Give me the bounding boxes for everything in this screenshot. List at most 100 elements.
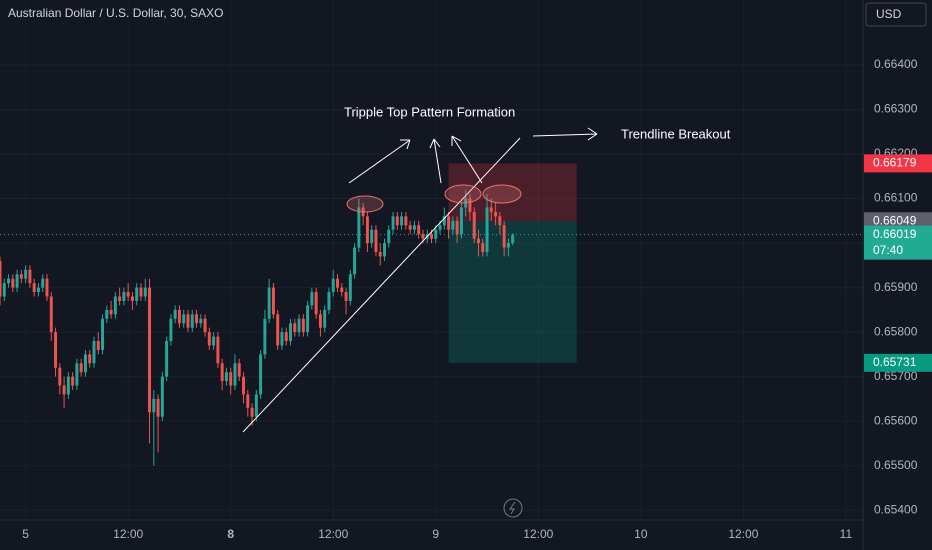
candle-body — [135, 287, 139, 301]
candle-body — [340, 287, 344, 293]
candle-body — [417, 225, 421, 235]
candle-body — [49, 296, 53, 333]
candle-body — [357, 207, 361, 248]
candle-body — [408, 225, 412, 230]
candle-body — [0, 260, 2, 297]
candle-body — [96, 341, 100, 350]
candle-body — [301, 318, 305, 333]
candle-body — [498, 216, 502, 226]
candle-body — [224, 372, 228, 382]
currency-label[interactable]: USD — [876, 7, 902, 21]
candle-body — [421, 234, 425, 239]
currency-button[interactable] — [865, 2, 927, 27]
candle-body — [276, 314, 280, 346]
y-tick-label: 0.66400 — [874, 57, 918, 71]
arrow — [532, 127, 598, 141]
candle-body — [378, 251, 382, 257]
price-tag — [864, 225, 932, 260]
candle-body — [101, 318, 105, 350]
candle-body — [336, 278, 339, 288]
price-tag — [864, 353, 932, 372]
candle-body — [233, 363, 237, 386]
candle-body — [412, 225, 416, 230]
candle-body — [267, 287, 271, 319]
arrow — [348, 139, 411, 184]
candle-body — [24, 269, 28, 279]
x-tick-label: 9 — [432, 527, 439, 541]
candle-body — [391, 216, 395, 230]
candle-body — [160, 376, 164, 417]
candle-body — [254, 394, 258, 417]
axes: 0.664000.663000.662000.661000.660000.659… — [22, 57, 932, 541]
candle-body — [246, 394, 250, 408]
candle-body — [459, 207, 463, 235]
candle-body — [455, 220, 459, 235]
candle-body — [83, 354, 87, 373]
price-tag-label: 0.66049 — [873, 213, 917, 227]
candle-body — [323, 309, 327, 328]
x-tick-label: 12:00 — [318, 527, 348, 541]
y-tick-label: 0.65600 — [874, 413, 918, 427]
candle-body — [447, 216, 451, 230]
x-tick-label: 12:00 — [523, 527, 553, 541]
candle-body — [32, 283, 36, 293]
y-tick-label: 0.65400 — [874, 502, 918, 516]
replay-icon[interactable] — [503, 498, 523, 518]
candle-body — [284, 332, 288, 342]
y-tick-label: 0.65700 — [874, 369, 918, 383]
candle-body — [41, 278, 45, 288]
candles — [0, 189, 863, 466]
candle-body — [331, 278, 335, 293]
candle-body — [66, 376, 70, 395]
candle-body — [54, 332, 58, 368]
candle-body — [148, 287, 152, 413]
candle-body — [152, 398, 156, 413]
candle-body — [271, 287, 275, 315]
candle-body — [259, 354, 263, 395]
candle-body — [122, 292, 126, 301]
candle-body — [220, 363, 224, 382]
candle-body — [92, 341, 96, 364]
candle-body — [242, 376, 246, 395]
x-tick-label: 8 — [227, 527, 234, 541]
candle-body — [395, 216, 399, 226]
price-tag-label: 0.66019 — [873, 227, 917, 241]
candle-body — [165, 341, 169, 377]
candle-body — [105, 309, 109, 319]
candle-body — [485, 207, 489, 252]
candle-body — [130, 296, 134, 301]
candle-body — [11, 278, 15, 288]
annotation: Tripple Top Pattern Formation — [344, 104, 515, 119]
candle-body — [113, 296, 117, 315]
candle-body — [263, 318, 267, 355]
candle-body — [477, 238, 480, 244]
candle-body — [489, 207, 493, 212]
candle-body — [387, 229, 391, 244]
arrow — [429, 138, 442, 184]
candle-body — [468, 198, 472, 212]
x-tick-label: 10 — [634, 527, 648, 541]
candle-body — [173, 309, 177, 319]
candle-body — [229, 372, 233, 386]
candle-body — [156, 398, 160, 417]
candle-body — [7, 278, 11, 284]
candle-body — [297, 318, 301, 333]
candle-body — [169, 318, 173, 342]
candle-body — [306, 305, 310, 333]
arrow — [451, 135, 483, 184]
highlight-ellipse — [482, 184, 522, 204]
candle-body — [370, 229, 374, 244]
candle-body — [182, 314, 186, 324]
candle-body — [212, 336, 216, 346]
x-tick-label: 12:00 — [113, 527, 143, 541]
candle-body — [216, 336, 220, 364]
candle-body — [383, 243, 386, 257]
candle-body — [344, 292, 348, 301]
candle-body — [434, 229, 438, 239]
candle-body — [472, 211, 476, 239]
price-tag-label: 0.66179 — [873, 156, 917, 170]
candle-body — [109, 309, 113, 315]
